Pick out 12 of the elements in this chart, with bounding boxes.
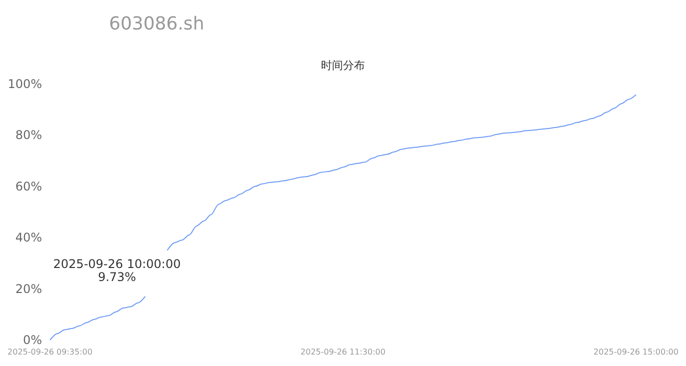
y-tick-label: 0%: [22, 333, 42, 347]
x-tick-label: 2025-09-26 09:35:00: [8, 348, 92, 356]
y-tick-label: 80%: [15, 128, 42, 142]
y-tick-label: 100%: [8, 77, 42, 91]
chart-title: 603086.sh: [109, 14, 204, 34]
x-tick-label: 2025-09-26 11:30:00: [300, 348, 386, 356]
chart-subtitle: 时间分布: [321, 59, 365, 72]
y-tick-label: 60%: [15, 179, 42, 194]
x-tick-label: 2025-09-26 15:00:00: [594, 348, 678, 356]
y-tick-label: 40%: [15, 230, 42, 245]
annotation: 2025-09-26 10:00:00 9.73%: [53, 257, 181, 284]
y-tick-label: 20%: [15, 282, 42, 296]
